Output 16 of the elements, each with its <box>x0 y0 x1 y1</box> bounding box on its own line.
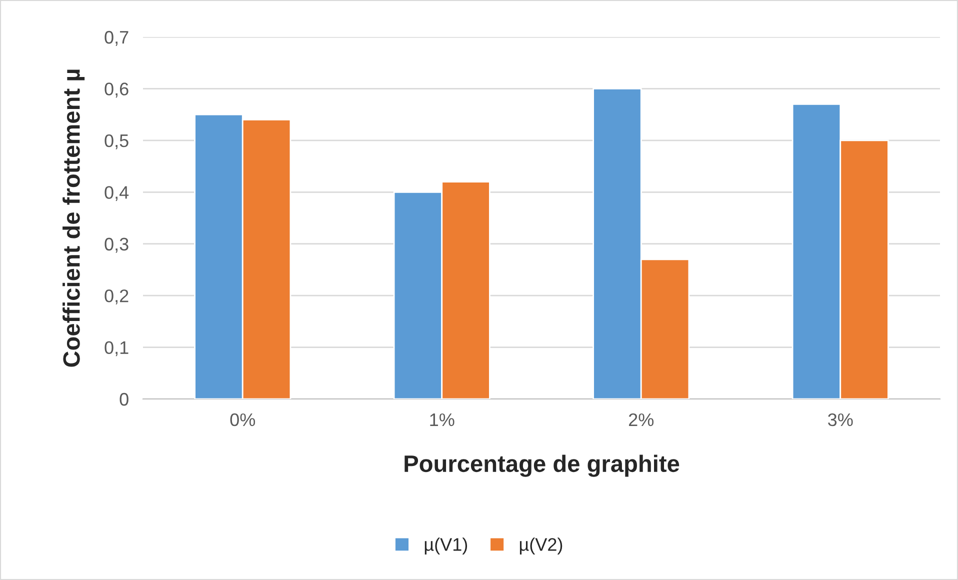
y-tick-label: 0,4 <box>104 186 129 201</box>
y-tick-label: 0,5 <box>104 134 128 150</box>
x-tick-label: 1% <box>430 413 454 426</box>
y-axis-title: Coefficient de frottement µ <box>62 70 85 367</box>
legend-label: µ(V2) <box>520 538 562 554</box>
y-tick-label: 0,7 <box>104 30 128 46</box>
x-tick-label: 3% <box>828 413 853 426</box>
y-tick-label: 0,6 <box>104 82 128 98</box>
legend-label: µ(V1) <box>424 538 468 554</box>
x-tick-label: 0% <box>230 413 256 426</box>
y-tick-label: 0,1 <box>104 341 128 356</box>
y-tick-label: 0,2 <box>104 290 128 304</box>
x-tick-label: 2% <box>628 413 654 426</box>
x-axis-title: Pourcentage de graphite <box>404 454 680 477</box>
y-tick-label: 0,3 <box>104 238 128 253</box>
y-tick-label: 0 <box>120 392 128 406</box>
